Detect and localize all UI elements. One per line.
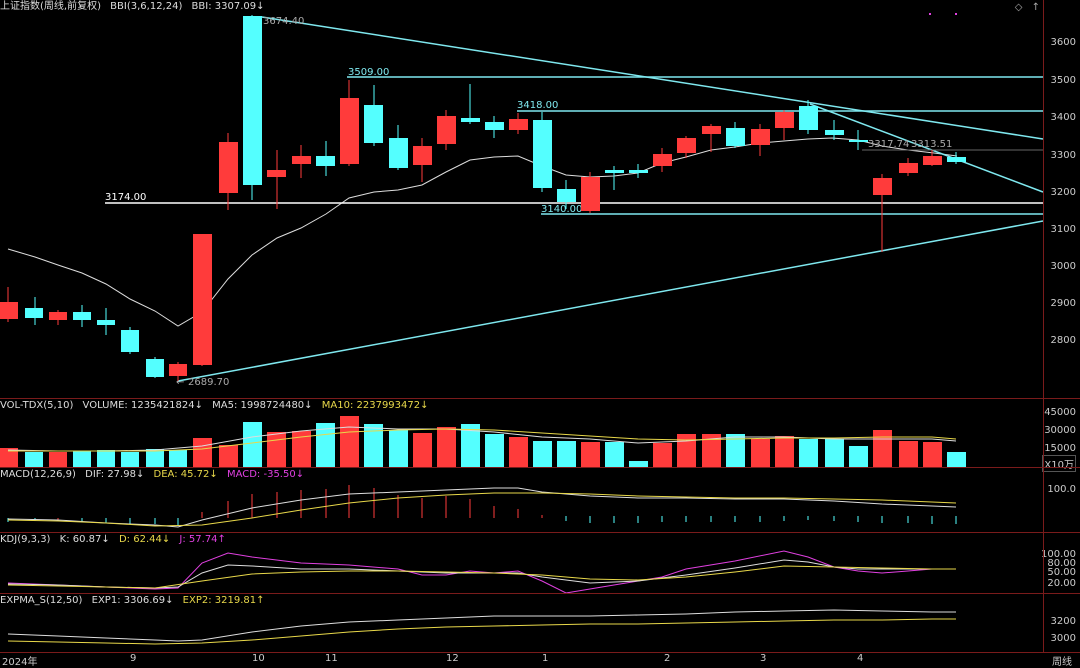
kline-panel[interactable]: 上证指数(周线,前复权) BBI(3,6,12,24) BBI: 3307.09… bbox=[0, 0, 1080, 398]
low-arrow: ← bbox=[176, 377, 184, 388]
kdj-panel[interactable]: KDJ(9,3,3) K: 60.87↓ D: 62.44↓ J: 57.74↑… bbox=[0, 533, 1080, 593]
y-axis-line bbox=[1043, 0, 1044, 652]
expma-header: EXPMA_S(12,50) EXP1: 3306.69↓ EXP2: 3219… bbox=[0, 594, 271, 608]
x-label-9: 9 bbox=[130, 653, 137, 664]
volume-ma10: MA10: 2237993472↓ bbox=[321, 400, 429, 411]
bbi-value: BBI: 3307.09↓ bbox=[191, 1, 265, 12]
macd-panel[interactable]: MACD(12,26,9) DIF: 27.98↓ DEA: 45.72↓ MA… bbox=[0, 468, 1080, 532]
vol-tick-45000: 45000 bbox=[1044, 407, 1076, 418]
macd-label: MACD(12,26,9) bbox=[0, 469, 76, 480]
kdj-label: KDJ(9,3,3) bbox=[0, 534, 51, 545]
y-tick-3400: 3400 bbox=[1050, 112, 1076, 123]
expma-exp2: EXP2: 3219.81↑ bbox=[182, 595, 265, 606]
kdj-d: D: 62.44↓ bbox=[118, 534, 171, 545]
period-label[interactable]: 周线 bbox=[1052, 657, 1072, 668]
x-label-2: 2 bbox=[664, 653, 671, 664]
kdj-chart bbox=[7, 550, 956, 593]
kdj-k: K: 60.87↓ bbox=[59, 534, 110, 545]
x-label-12: 12 bbox=[446, 653, 459, 664]
y-tick-3100: 3100 bbox=[1050, 224, 1076, 235]
expma-panel[interactable]: EXPMA_S(12,50) EXP1: 3306.69↓ EXP2: 3219… bbox=[0, 594, 1080, 652]
diamond-icon[interactable]: ◇ bbox=[1014, 2, 1023, 13]
y-tick-3600: 3600 bbox=[1050, 37, 1076, 48]
vol-unit: X10万 bbox=[1042, 455, 1076, 472]
expma-chart bbox=[7, 609, 956, 645]
expma-exp1: EXP1: 3306.69↓ bbox=[91, 595, 174, 606]
volume-ma5: MA5: 1998724480↓ bbox=[212, 400, 313, 411]
kdj-tick-20: 20.00 bbox=[1047, 578, 1076, 589]
bbi-line bbox=[7, 137, 958, 327]
label-last-a: 3317.74 bbox=[868, 139, 909, 150]
label-high: 3674.40 bbox=[263, 16, 304, 27]
lower-trend-line bbox=[177, 220, 1044, 382]
candles bbox=[0, 15, 966, 381]
short-trend-line bbox=[809, 103, 1044, 193]
vol-tick-30000: 30000 bbox=[1044, 425, 1076, 436]
label-last-b: 3313.51 bbox=[911, 139, 952, 150]
label-low: 2689.70 bbox=[188, 377, 229, 388]
divider bbox=[0, 467, 1080, 468]
divider bbox=[0, 593, 1080, 594]
expma-label: EXPMA_S(12,50) bbox=[0, 595, 83, 606]
y-tick-3200: 3200 bbox=[1050, 187, 1076, 198]
upper-trend-line bbox=[261, 16, 1044, 140]
macd-dif: DIF: 27.98↓ bbox=[85, 469, 145, 480]
vol-tick-15000: 15000 bbox=[1044, 443, 1076, 454]
kdj-tick-100: 100.00 bbox=[1041, 549, 1076, 560]
top-icons: ◇ ↑ bbox=[1015, 2, 1040, 13]
y-tick-2800: 2800 bbox=[1050, 335, 1076, 346]
x-label-10: 10 bbox=[252, 653, 265, 664]
label-3418: 3418.00 bbox=[517, 100, 558, 111]
x-axis: 2024年 9 10 11 12 1 2 3 4 周线 bbox=[0, 652, 1080, 668]
y-tick-3000: 3000 bbox=[1050, 261, 1076, 272]
index-title: 上证指数(周线,前复权) bbox=[0, 1, 101, 12]
label-3174: 3174.00 bbox=[105, 192, 146, 203]
kline-chart: 3509.00 3418.00 3174.00 3140.00 3674.40 … bbox=[0, 13, 1044, 388]
macd-value: MACD: -35.50↓ bbox=[226, 469, 305, 480]
divider bbox=[0, 398, 1080, 399]
kdj-j: J: 57.74↑ bbox=[179, 534, 226, 545]
volume-value: VOLUME: 1235421824↓ bbox=[82, 400, 203, 411]
x-label-1: 1 bbox=[542, 653, 549, 664]
kdj-tick-50: 50.00 bbox=[1047, 567, 1076, 578]
y-tick-3500: 3500 bbox=[1050, 75, 1076, 86]
volume-label: VOL-TDX(5,10) bbox=[0, 400, 74, 411]
arrow-up-icon[interactable]: ↑ bbox=[1031, 2, 1040, 13]
kdj-tick-80: 80.00 bbox=[1047, 558, 1076, 569]
kdj-header: KDJ(9,3,3) K: 60.87↓ D: 62.44↓ J: 57.74↑ bbox=[0, 533, 232, 547]
volume-header: VOL-TDX(5,10) VOLUME: 1235421824↓ MA5: 1… bbox=[0, 399, 435, 413]
x-label-3: 3 bbox=[760, 653, 767, 664]
kline-header: 上证指数(周线,前复权) BBI(3,6,12,24) BBI: 3307.09… bbox=[0, 0, 271, 14]
x-label-2024: 2024年 bbox=[2, 657, 38, 668]
x-label-4: 4 bbox=[857, 653, 864, 664]
x-label-11: 11 bbox=[325, 653, 338, 664]
macd-dea: DEA: 45.72↓ bbox=[153, 469, 218, 480]
bbi-label: BBI(3,6,12,24) bbox=[110, 1, 183, 12]
macd-tick-100: 100.0 bbox=[1047, 484, 1076, 495]
macd-header: MACD(12,26,9) DIF: 27.98↓ DEA: 45.72↓ MA… bbox=[0, 468, 310, 482]
volume-chart bbox=[0, 416, 966, 467]
macd-chart bbox=[7, 485, 957, 528]
divider bbox=[0, 532, 1080, 533]
y-tick-3300: 3300 bbox=[1050, 150, 1076, 161]
y-tick-2900: 2900 bbox=[1050, 298, 1076, 309]
volume-panel[interactable]: VOL-TDX(5,10) VOLUME: 1235421824↓ MA5: 1… bbox=[0, 399, 1080, 472]
expma-tick-3000: 3000 bbox=[1050, 633, 1076, 644]
expma-tick-3200: 3200 bbox=[1050, 616, 1076, 627]
label-3509: 3509.00 bbox=[348, 67, 389, 78]
label-3140: 3140.00 bbox=[541, 204, 582, 215]
